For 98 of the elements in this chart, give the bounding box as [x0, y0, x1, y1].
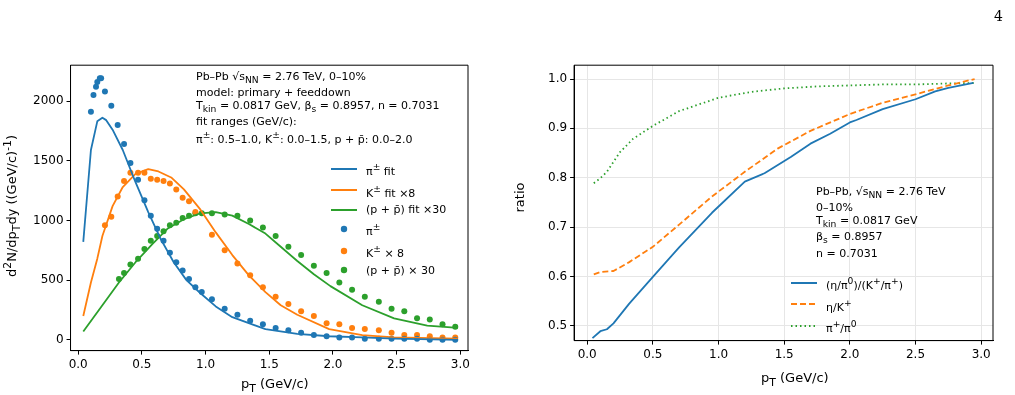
annotation: n = 0.7031	[816, 246, 879, 260]
legend-label: (η/π$^{0}$)/(K$^{+}$/π$^{+}$)	[826, 274, 903, 294]
x-tick-label: 2.5	[905, 346, 926, 361]
point	[208, 231, 215, 238]
x-tick-label: 3.0	[450, 356, 470, 371]
point	[272, 293, 279, 300]
x-tick-label: 0.0	[577, 346, 597, 361]
annotation: Pb–Pb √s$_{NN}$ = 2.76 TeV, 0–10%	[196, 70, 367, 87]
x-tick-label: 1.0	[708, 346, 729, 361]
y-tick-label: 0.9	[547, 120, 568, 135]
x-axis-title: p$_{T}$ (GeV/c)	[241, 376, 309, 395]
point	[285, 301, 292, 308]
point	[173, 186, 180, 193]
point	[221, 247, 228, 254]
legend-label: K$^{±}$ fit ×8	[366, 181, 416, 202]
y-tick-label: 1500	[32, 152, 64, 167]
y-tick-label: 1000	[32, 212, 64, 227]
legend-label: (p + p̄) fit ×30	[366, 202, 447, 219]
x-tick-label: 2.0	[840, 346, 860, 361]
point	[179, 194, 186, 201]
legend-label: π$^{±}$ fit	[366, 160, 396, 180]
legend-label: (p + p̄) × 30	[366, 262, 435, 279]
point	[298, 252, 305, 259]
point	[121, 178, 128, 185]
point	[108, 102, 115, 109]
x-tick-label: 0.5	[643, 346, 663, 361]
y-tick-label: 0	[55, 331, 64, 346]
point	[93, 83, 100, 90]
annotation: 0–10%	[816, 201, 854, 215]
point	[87, 108, 94, 115]
x-tick-label: 2.5	[387, 356, 407, 371]
point	[101, 88, 108, 95]
line-series	[592, 78, 976, 276]
point	[147, 237, 154, 244]
legend-label: π$^{±}$	[366, 220, 381, 240]
point	[336, 321, 343, 328]
point	[114, 121, 121, 128]
point	[186, 275, 193, 282]
point	[401, 308, 408, 315]
point	[375, 327, 382, 334]
annotation: β$_{s}$ = 0.8957	[816, 230, 884, 247]
y-tick-label: 500	[40, 272, 64, 287]
point	[259, 321, 266, 328]
y-axis-title: ratio	[512, 182, 528, 213]
point	[310, 262, 317, 269]
annotation: π$^{±}$: 0.5–1.0, K$^{±}$: 0.0–1.5, p + p̄: 0.0–2.0	[196, 128, 414, 147]
text: 4	[994, 8, 1003, 24]
point	[147, 175, 154, 182]
legend-label: η/K$^{+}$	[826, 295, 852, 316]
point	[160, 178, 167, 185]
line-series	[592, 82, 976, 185]
x-axis-title: p$_{T}$ (GeV/c)	[761, 370, 829, 389]
point	[298, 308, 305, 315]
point	[336, 279, 343, 286]
point	[208, 296, 215, 303]
annotation: fit ranges (GeV/c):	[196, 115, 298, 129]
legend-label: K$^{±}$ × 8	[366, 241, 405, 262]
point	[247, 217, 254, 224]
x-tick-label: 3.0	[971, 346, 991, 361]
point	[414, 315, 421, 322]
x-tick-label: 0.5	[132, 356, 152, 371]
point	[361, 326, 368, 333]
point	[186, 198, 193, 205]
point	[90, 92, 97, 99]
annotation: T$_{kin}$ = 0.0817 GeV	[816, 214, 919, 231]
y-tick-label: 0.8	[547, 169, 568, 184]
x-tick-label: 0.0	[68, 356, 88, 371]
y-tick-label: 1.0	[547, 71, 568, 86]
point	[426, 316, 433, 323]
y-tick-label: 0.6	[547, 268, 568, 283]
x-tick-label: 1.5	[259, 356, 279, 371]
point	[154, 176, 161, 183]
x-tick-label: 2.0	[323, 356, 343, 371]
point	[361, 293, 368, 300]
annotation: model: primary + feeddown	[196, 86, 352, 100]
point	[121, 141, 128, 148]
x-tick-label: 1.5	[774, 346, 794, 361]
point	[349, 286, 356, 293]
y-tick-label: 0.5	[547, 317, 568, 332]
y-tick-label: 0.7	[547, 219, 568, 234]
point	[375, 298, 382, 305]
point	[166, 180, 173, 187]
point	[388, 305, 395, 312]
point	[388, 329, 395, 336]
legend-label: π$^{+}$/π$^{0}$	[826, 317, 857, 337]
point	[285, 243, 292, 250]
y-tick-label: 2000	[32, 93, 64, 108]
annotation: T$_{kin}$ = 0.0817 GeV, β$_{s}$ = 0.8957, n = 0.7031	[196, 99, 440, 116]
point	[234, 311, 241, 318]
point	[323, 269, 330, 276]
point	[349, 324, 356, 331]
x-tick-label: 1.0	[196, 356, 216, 371]
point	[272, 232, 279, 239]
point	[135, 176, 142, 183]
point	[323, 320, 330, 327]
point	[310, 312, 317, 319]
point	[259, 224, 266, 231]
annotation: Pb–Pb, √s$_{NN}$ = 2.76 TeV	[816, 185, 946, 202]
